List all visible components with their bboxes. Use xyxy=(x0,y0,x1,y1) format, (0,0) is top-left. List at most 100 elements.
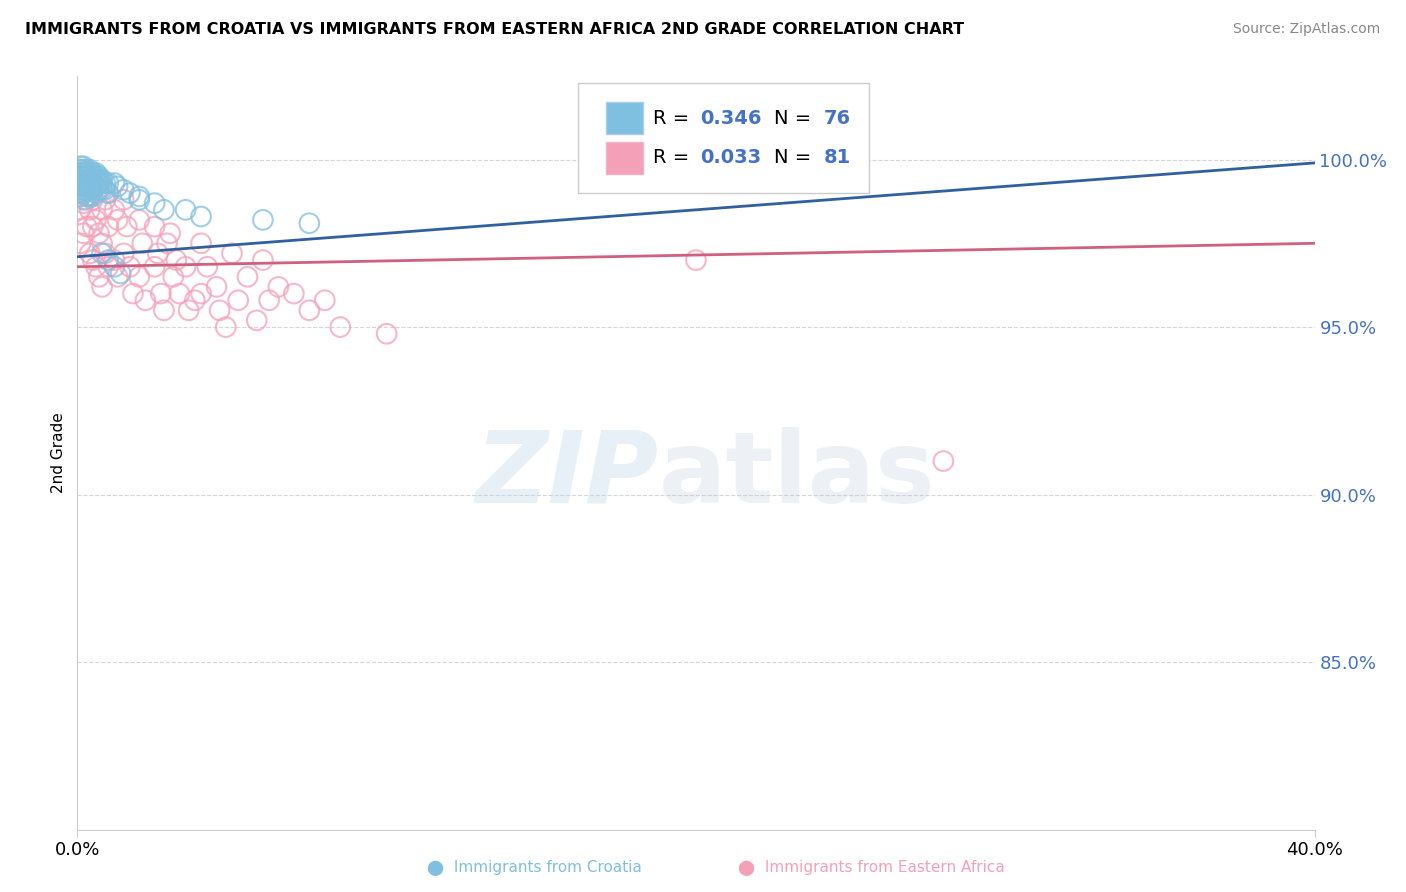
Point xyxy=(79,172,101,186)
Point xyxy=(156,236,179,251)
Point xyxy=(153,202,176,217)
Point xyxy=(177,303,200,318)
Point xyxy=(110,267,132,281)
Point xyxy=(134,293,156,308)
Point xyxy=(107,269,129,284)
Point xyxy=(72,162,94,177)
Point xyxy=(69,202,91,217)
Point xyxy=(82,219,104,234)
Point xyxy=(72,172,94,186)
Text: 76: 76 xyxy=(824,109,851,128)
Point xyxy=(221,246,243,260)
Point xyxy=(128,269,150,284)
Point xyxy=(87,269,110,284)
Point xyxy=(69,159,91,173)
Point xyxy=(79,176,101,190)
Point xyxy=(72,159,94,173)
Point xyxy=(115,219,138,234)
Point xyxy=(69,236,91,251)
Point xyxy=(84,186,107,200)
Point xyxy=(79,246,101,260)
Point xyxy=(257,293,280,308)
Point xyxy=(82,172,104,186)
Point xyxy=(84,172,107,186)
Point xyxy=(76,172,98,186)
Point xyxy=(190,236,212,251)
Point xyxy=(82,176,104,190)
Point xyxy=(91,236,114,251)
Point xyxy=(685,253,707,268)
Point xyxy=(208,303,231,318)
Point xyxy=(69,186,91,200)
Point xyxy=(91,172,114,186)
Point xyxy=(195,260,218,274)
Point xyxy=(190,286,212,301)
Point xyxy=(159,227,181,241)
Point xyxy=(107,179,129,194)
Point xyxy=(76,193,98,207)
Point xyxy=(79,189,101,203)
Point xyxy=(79,202,101,217)
Text: R =: R = xyxy=(652,109,695,128)
Point xyxy=(82,176,104,190)
Point xyxy=(82,253,104,268)
Point xyxy=(76,219,98,234)
Point xyxy=(79,172,101,186)
Point xyxy=(82,166,104,180)
Point xyxy=(76,179,98,194)
Text: atlas: atlas xyxy=(659,426,935,524)
Point xyxy=(91,183,114,197)
Point xyxy=(69,179,91,194)
Point xyxy=(112,193,135,207)
Point xyxy=(685,159,707,173)
Point xyxy=(87,183,110,197)
Point xyxy=(72,176,94,190)
Point xyxy=(82,183,104,197)
Text: IMMIGRANTS FROM CROATIA VS IMMIGRANTS FROM EASTERN AFRICA 2ND GRADE CORRELATION : IMMIGRANTS FROM CROATIA VS IMMIGRANTS FR… xyxy=(25,22,965,37)
Text: ⬤  Immigrants from Eastern Africa: ⬤ Immigrants from Eastern Africa xyxy=(738,861,1005,876)
Point xyxy=(97,176,120,190)
Point xyxy=(97,219,120,234)
Point xyxy=(87,227,110,241)
Point xyxy=(112,183,135,197)
Point xyxy=(82,189,104,203)
Point xyxy=(236,269,259,284)
Point xyxy=(103,260,125,274)
Point xyxy=(76,169,98,184)
Point xyxy=(76,166,98,180)
Point xyxy=(94,176,117,190)
Point xyxy=(87,172,110,186)
Point xyxy=(72,166,94,180)
Point xyxy=(76,189,98,203)
Point xyxy=(215,320,238,334)
Point xyxy=(205,280,228,294)
Point xyxy=(69,186,91,200)
Point xyxy=(174,202,197,217)
Point xyxy=(375,326,398,341)
Point xyxy=(69,172,91,186)
Point xyxy=(131,236,153,251)
Point xyxy=(69,166,91,180)
Bar xyxy=(606,142,643,174)
Point xyxy=(252,212,274,227)
Point xyxy=(87,169,110,184)
Text: ZIP: ZIP xyxy=(475,426,659,524)
Point xyxy=(72,166,94,180)
Point xyxy=(84,179,107,194)
Point xyxy=(69,169,91,184)
Point xyxy=(76,176,98,190)
Point xyxy=(76,162,98,177)
Text: N =: N = xyxy=(773,109,817,128)
Point xyxy=(162,269,184,284)
Point xyxy=(298,303,321,318)
Point xyxy=(72,179,94,194)
Point xyxy=(79,162,101,177)
Point xyxy=(97,260,120,274)
Point xyxy=(298,216,321,230)
Point xyxy=(122,286,145,301)
Point xyxy=(94,193,117,207)
Point xyxy=(79,166,101,180)
Point xyxy=(143,219,166,234)
Point xyxy=(69,183,91,197)
Point xyxy=(72,193,94,207)
